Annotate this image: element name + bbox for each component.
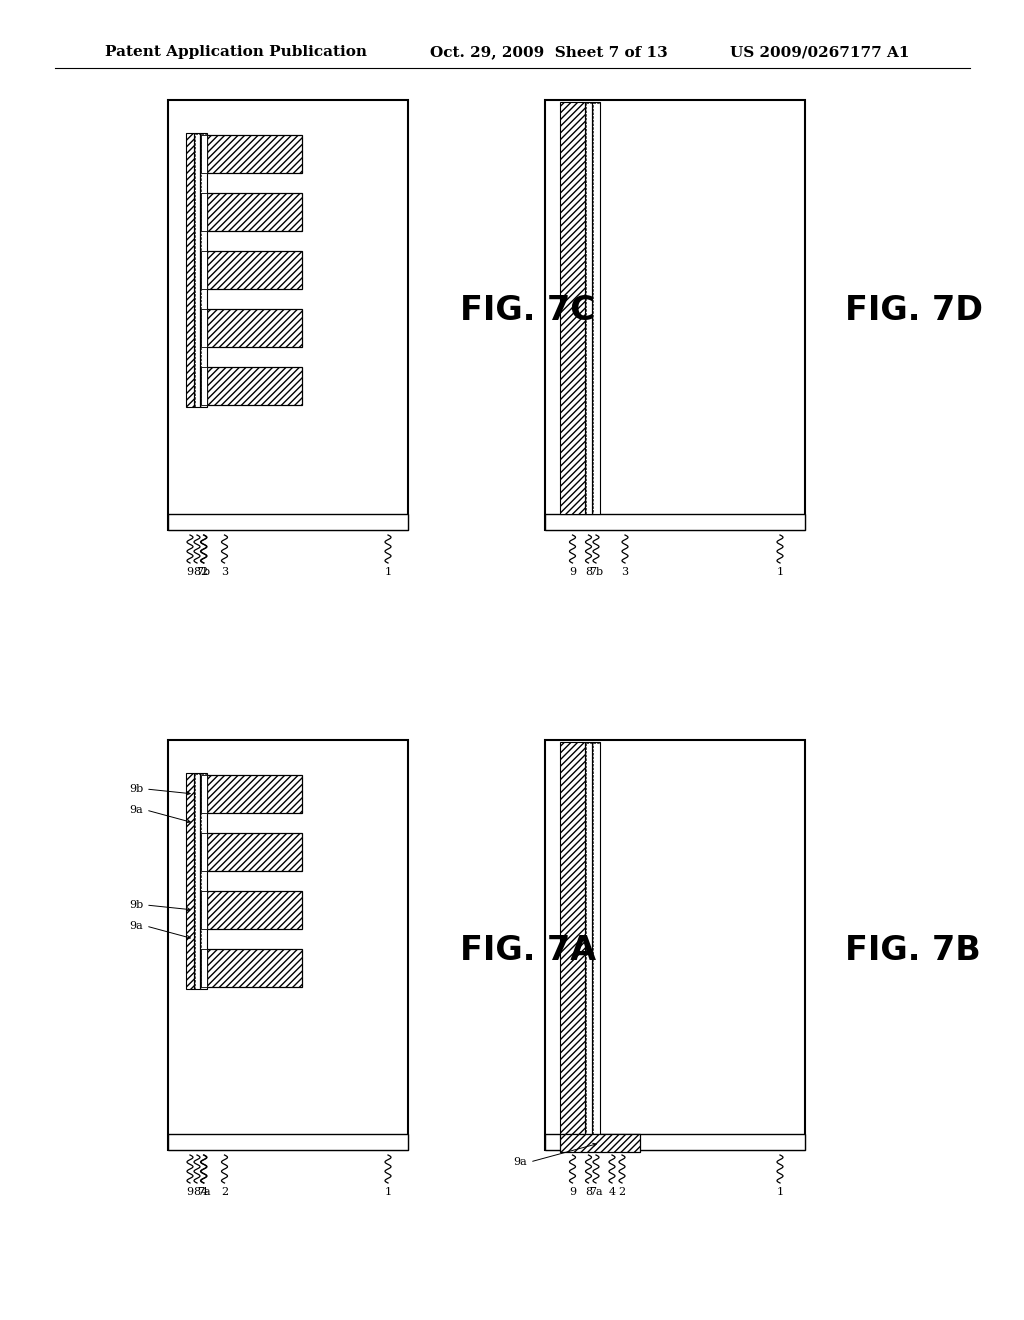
Bar	[586, 103, 592, 513]
Bar	[560, 1134, 640, 1152]
Bar	[592, 742, 600, 1134]
Bar	[200, 774, 207, 989]
Text: 7a: 7a	[197, 1187, 210, 1197]
Text: 1: 1	[384, 1187, 391, 1197]
Bar	[201, 833, 207, 871]
Text: Oct. 29, 2009  Sheet 7 of 13: Oct. 29, 2009 Sheet 7 of 13	[430, 45, 668, 59]
Bar	[592, 102, 600, 513]
Text: 9: 9	[569, 568, 577, 577]
Bar	[195, 774, 200, 989]
Bar	[201, 774, 207, 989]
Bar	[560, 742, 585, 1134]
Bar	[586, 742, 592, 1134]
Bar	[545, 741, 805, 1150]
Bar	[201, 949, 207, 987]
Text: Patent Application Publication: Patent Application Publication	[105, 45, 367, 59]
Bar	[545, 100, 805, 531]
Text: FIG. 7A: FIG. 7A	[460, 933, 596, 966]
Bar	[201, 367, 207, 405]
Text: FIG. 7D: FIG. 7D	[845, 293, 983, 326]
Text: 4: 4	[201, 1187, 208, 1197]
Text: 9: 9	[569, 1187, 577, 1197]
Text: 9a: 9a	[129, 805, 143, 814]
Bar	[207, 949, 302, 987]
Bar	[194, 133, 200, 407]
Text: 8: 8	[585, 1187, 592, 1197]
Text: FIG. 7C: FIG. 7C	[460, 293, 595, 326]
Bar	[195, 133, 200, 407]
Text: 8: 8	[585, 568, 592, 577]
Bar	[593, 742, 599, 1134]
Bar	[186, 133, 194, 407]
Bar	[207, 193, 302, 231]
Text: 9a: 9a	[513, 1158, 527, 1167]
Text: 1: 1	[776, 568, 783, 577]
Bar	[585, 742, 592, 1134]
Bar	[200, 133, 207, 407]
Bar	[168, 100, 408, 531]
Text: 9: 9	[186, 1187, 194, 1197]
Text: 1: 1	[384, 568, 391, 577]
Bar	[201, 135, 207, 173]
Bar	[201, 775, 207, 813]
Bar	[560, 102, 585, 513]
Bar	[168, 513, 408, 531]
Text: US 2009/0267177 A1: US 2009/0267177 A1	[730, 45, 909, 59]
Bar	[207, 251, 302, 289]
Text: FIG. 7B: FIG. 7B	[845, 933, 981, 966]
Bar	[168, 741, 408, 1150]
Bar	[207, 135, 302, 173]
Bar	[201, 309, 207, 347]
Bar	[186, 774, 194, 989]
Text: 9b: 9b	[129, 784, 143, 795]
Bar	[201, 133, 207, 407]
Bar	[207, 891, 302, 929]
Text: 7b: 7b	[197, 568, 211, 577]
Bar	[168, 1134, 408, 1150]
Text: 1: 1	[776, 1187, 783, 1197]
Bar	[593, 103, 599, 513]
Bar	[201, 193, 207, 231]
Text: 3: 3	[622, 568, 629, 577]
Text: 2: 2	[221, 1187, 228, 1197]
Text: 9a: 9a	[129, 921, 143, 931]
Bar	[545, 1134, 805, 1150]
Bar	[207, 833, 302, 871]
Text: 2: 2	[618, 1187, 626, 1197]
Text: 9b: 9b	[129, 900, 143, 909]
Bar	[207, 309, 302, 347]
Text: 3: 3	[221, 568, 228, 577]
Text: 8: 8	[194, 1187, 201, 1197]
Bar	[545, 513, 805, 531]
Bar	[207, 775, 302, 813]
Bar	[194, 774, 200, 989]
Bar	[201, 891, 207, 929]
Bar	[585, 102, 592, 513]
Text: 7a: 7a	[589, 1187, 603, 1197]
Bar	[207, 367, 302, 405]
Text: 2: 2	[201, 568, 208, 577]
Text: 9: 9	[186, 568, 194, 577]
Text: 7b: 7b	[589, 568, 603, 577]
Text: 8: 8	[194, 568, 201, 577]
Text: 4: 4	[608, 1187, 615, 1197]
Bar	[201, 251, 207, 289]
